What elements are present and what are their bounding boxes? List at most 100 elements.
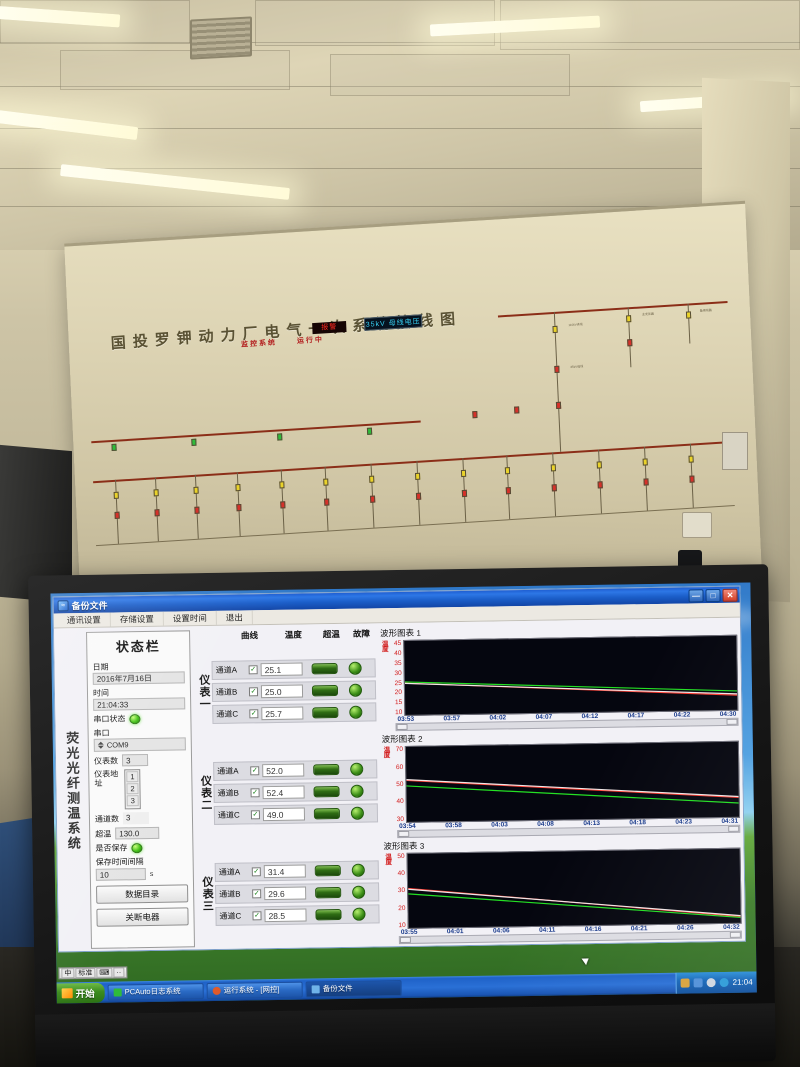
overtemp-indicator [311, 662, 338, 674]
scroll-thumb-left[interactable] [399, 936, 411, 944]
port-value: COM9 [106, 740, 129, 750]
curve-checkbox[interactable]: ✓ [250, 765, 260, 775]
ime-more-icon[interactable]: ·· [113, 967, 125, 978]
plot-wrap: 温度 50 40 30 20 10 [382, 847, 742, 929]
save-interval-row: 10 s [95, 867, 188, 881]
curve-checkbox[interactable]: ✓ [252, 888, 262, 898]
temperature-value: 52.0 [262, 763, 305, 777]
curve-checkbox[interactable]: ✓ [250, 809, 260, 819]
port-select[interactable]: COM9 [93, 737, 186, 752]
overtemp-indicator [313, 807, 340, 819]
meter-group-name: 仪表三 [200, 875, 214, 913]
channel-label: 通道C [219, 911, 242, 921]
tray-volume-icon[interactable] [719, 977, 729, 988]
save-interval-value[interactable]: 10 [95, 868, 146, 881]
ime-keyboard-icon[interactable]: ⌨ [96, 967, 113, 978]
meters-column: 曲线 温度 超温 故障 仪表一 通道A ✓ 25.1 [193, 627, 380, 947]
address-item[interactable]: 3 [126, 795, 139, 807]
channel-row: 通道C ✓ 28.5 [215, 903, 380, 926]
tray-icon[interactable] [693, 978, 703, 988]
curve-checkbox[interactable]: ✓ [250, 787, 260, 797]
meter-rows: 通道A ✓ 52.0 通道B ✓ 52.4 [213, 758, 379, 825]
taskbar-item-label: 运行系统 - [网控] [223, 984, 280, 995]
plot-area[interactable] [404, 741, 741, 823]
mimic-sub-left: 监控系统 [240, 339, 278, 349]
ceiling-vent [190, 16, 252, 60]
ytick: 40 [397, 869, 405, 878]
curve-checkbox[interactable]: ✓ [248, 664, 258, 674]
port-status-led-icon [129, 713, 141, 724]
chart-yticks: 45 40 35 30 25 20 15 10 [389, 640, 404, 717]
curve-checkbox[interactable]: ✓ [248, 686, 259, 696]
chart-title-text: 波形图表 [383, 840, 418, 851]
curve-checkbox[interactable]: ✓ [251, 866, 261, 876]
meter-group: 仪表一 通道A ✓ 25.1 通道B ✓ [193, 641, 377, 740]
chart-index: 3 [419, 841, 425, 851]
plot-area[interactable] [406, 847, 742, 929]
minimize-button[interactable]: — [688, 588, 704, 602]
maximize-button[interactable]: □ [705, 588, 721, 602]
date-value: 2016年7月16日 [92, 671, 185, 685]
taskbar-item-backup[interactable]: 备份文件 [305, 979, 402, 998]
data-directory-button[interactable]: 数据目录 [96, 884, 189, 904]
shutdown-device-button[interactable]: 关断电器 [96, 907, 189, 927]
channel-label: 通道B [217, 788, 239, 798]
channel-count-row: 通道数 3 [95, 811, 187, 825]
overtemp-value[interactable]: 130.0 [115, 826, 160, 840]
taskbar-item-pcauto[interactable]: PCAuto日志系统 [107, 982, 204, 1001]
start-button-label: 开始 [75, 988, 95, 1000]
channel-label: 通道C [217, 810, 240, 820]
save-label: 是否保存 [95, 843, 128, 853]
menu-item-storage-settings[interactable]: 存储设置 [110, 611, 164, 627]
chart-title-text: 波形图表 [381, 734, 416, 745]
mimic-sub-right: 运行中 [296, 336, 325, 346]
curve-checkbox[interactable]: ✓ [252, 910, 262, 920]
overtemp-indicator [315, 886, 342, 898]
taskbar-item-label: 备份文件 [322, 983, 353, 994]
channel-label: 通道A [218, 867, 241, 877]
temperature-value: 25.7 [261, 706, 304, 720]
plot-wrap: 温度 45 40 35 30 25 20 15 10 [378, 634, 739, 717]
column-header-temperature: 温度 [284, 629, 302, 640]
scroll-thumb-right[interactable] [729, 931, 741, 938]
workspace: 荧光光纤测温系统 状态栏 日期 2016年7月16日 时间 21:04:33 串… [53, 617, 745, 952]
scroll-thumb-left[interactable] [396, 724, 408, 731]
spinner-icon[interactable] [97, 741, 105, 749]
scroll-thumb-right[interactable] [728, 825, 740, 832]
channel-label: 通道B [215, 687, 238, 697]
meter-count-label: 仪表数 [93, 755, 119, 766]
meter-group-name: 仪表二 [199, 774, 212, 812]
app-vertical-title: 荧光光纤测温系统 [64, 730, 81, 851]
meter-group: 仪表三 通道A ✓ 31.4 通道B ✓ [196, 843, 380, 942]
port-status-label: 串口状态 [93, 714, 126, 724]
menu-item-comm-settings[interactable]: 通讯设置 [57, 612, 111, 628]
address-list[interactable]: 1 2 3 [124, 769, 141, 810]
tray-network-icon[interactable] [706, 978, 716, 988]
start-button[interactable]: 开始 [56, 982, 105, 1003]
tray-icon[interactable] [680, 978, 690, 988]
scroll-thumb-left[interactable] [398, 830, 410, 837]
taskbar-item-runtime[interactable]: 运行系统 - [网控] [206, 981, 303, 999]
ime-language-bar[interactable]: 中 标准 ⌨ ·· [58, 966, 128, 980]
overtemp-indicator [315, 908, 342, 920]
address-item[interactable]: 2 [126, 783, 139, 795]
windows-flag-icon [61, 987, 73, 998]
plot-area[interactable] [403, 634, 739, 717]
column-header-overtemp: 超温 [322, 628, 340, 640]
ime-mode-icon[interactable]: 中 [61, 968, 75, 979]
overtemp-indicator [313, 763, 340, 775]
channel-row: 通道B ✓ 29.6 [215, 881, 380, 904]
fault-indicator [352, 885, 366, 899]
address-item[interactable]: 1 [126, 771, 139, 783]
menu-item-exit[interactable]: 退出 [216, 610, 253, 625]
tray-clock[interactable]: 21:04 [732, 977, 753, 987]
close-button[interactable]: ✕ [722, 588, 738, 602]
monitor-screen: ≈ 备份文件 — □ ✕ 通讯设置 存储设置 设置时间 退出 荧光光纤测温系统 [50, 582, 757, 1004]
address-row: 仪表地址 1 2 3 [94, 768, 187, 810]
charts-column: 波形图表 1 温度 45 40 35 30 25 20 [378, 622, 742, 945]
waveform-chart: 波形图表 2 温度 70 60 50 40 30 [380, 728, 741, 838]
scroll-thumb-right[interactable] [726, 719, 738, 726]
ime-input-method[interactable]: 标准 [75, 967, 96, 979]
menu-item-set-time[interactable]: 设置时间 [163, 610, 217, 626]
curve-checkbox[interactable]: ✓ [249, 708, 259, 718]
